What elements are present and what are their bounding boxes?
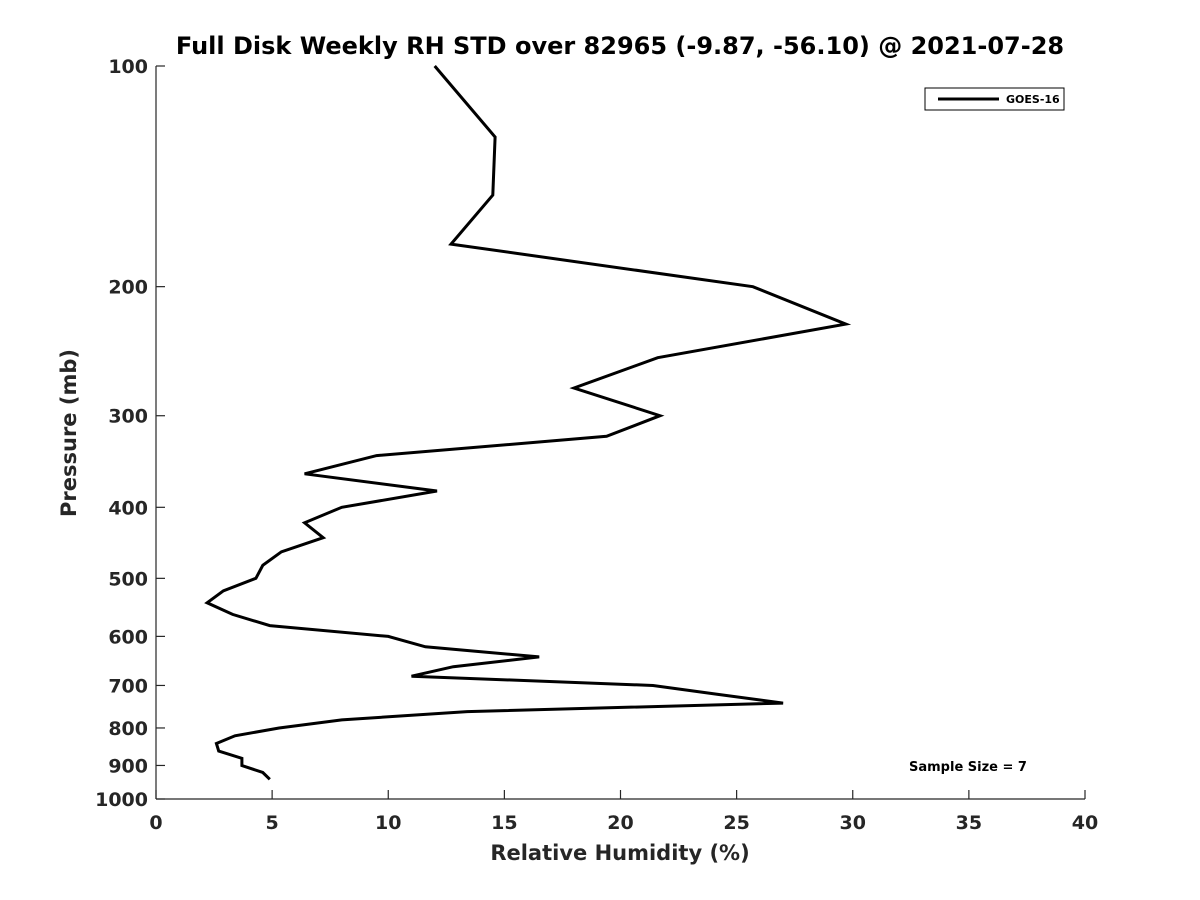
y-tick-label: 800 (108, 718, 148, 740)
x-tick-label: 10 (375, 812, 401, 834)
y-tick-label: 300 (108, 406, 148, 428)
y-tick-label: 500 (108, 568, 148, 590)
y-tick-label: 600 (108, 626, 148, 648)
legend: GOES-16 (924, 87, 1065, 111)
x-axis-label: Relative Humidity (%) (490, 841, 749, 865)
x-tick-label: 35 (956, 812, 982, 834)
y-tick-label: 400 (108, 497, 148, 519)
sample-size-annotation: Sample Size = 7 (909, 760, 1027, 775)
legend-label-goes-16: GOES-16 (1006, 93, 1060, 106)
y-axis-label: Pressure (mb) (57, 349, 81, 517)
x-tick-label: 15 (491, 812, 517, 834)
y-tick-label: 200 (108, 277, 148, 299)
y-tick-label: 1000 (95, 789, 148, 811)
x-tick-label: 20 (607, 812, 633, 834)
y-tick-label: 900 (108, 755, 148, 777)
series-line-goes-16 (204, 65, 852, 781)
y-tick-label: 700 (108, 675, 148, 697)
x-tick-label: 30 (840, 812, 866, 834)
series-group (204, 65, 852, 781)
y-axis-ticks: 100 200 300 400 500 600 700 800 900 1000 (95, 56, 165, 811)
x-tick-label: 0 (149, 812, 162, 834)
y-tick-label: 100 (108, 56, 148, 78)
x-tick-label: 25 (723, 812, 749, 834)
x-tick-label: 5 (266, 812, 279, 834)
x-tick-label: 40 (1072, 812, 1098, 834)
chart-title: Full Disk Weekly RH STD over 82965 (-9.8… (176, 32, 1064, 60)
x-axis-ticks: 0 5 10 15 20 25 30 35 40 (149, 790, 1098, 834)
